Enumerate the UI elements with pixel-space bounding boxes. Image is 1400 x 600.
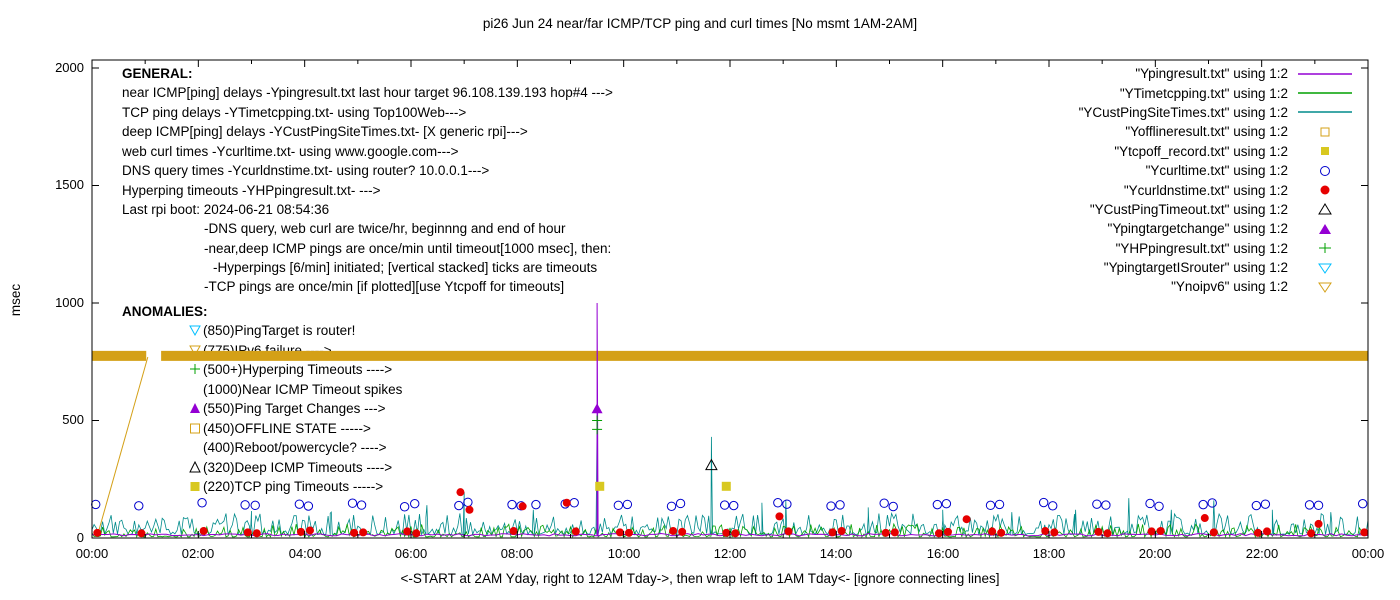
legend-item: "Ycurltime.txt" using 1:2 [916,161,1356,180]
filled-circle-swatch-icon [1320,185,1330,195]
anomaly-text: (220)TCP ping Timeouts -----> [203,479,384,494]
anomaly-row: (450)OFFLINE STATE -----> [188,420,371,437]
anomaly-row: (850)PingTarget is router! [188,322,355,339]
noipv6-triangle-down-icon [189,345,201,357]
anomaly-row: (320)Deep ICMP Timeouts ----> [188,459,392,476]
open-square-swatch-icon [1320,127,1330,137]
legend-label: "Ytcpoff_record.txt" using 1:2 [1114,143,1288,159]
legend-label: "YTimetcpping.txt" using 1:2 [1119,85,1288,101]
pingtarget-change-triangle-icon [190,403,200,413]
legend-label: "Ycurltime.txt" using 1:2 [1145,163,1288,179]
anomaly-text: (1000)Near ICMP Timeout spikes [203,382,403,397]
hyperping-plus-icon [190,364,200,374]
legend-item: "Ytcpoff_record.txt" using 1:2 [916,142,1356,161]
plus-swatch-icon [1319,243,1331,254]
legend-label: "Ypingtargetchange" using 1:2 [1107,221,1288,237]
legend-label: "YHPpingresult.txt" using 1:2 [1115,240,1288,256]
general-line: web curl times -Ycurltime.txt- using www… [122,144,459,159]
legend-label: "Yofflineresult.txt" using 1:2 [1125,124,1288,140]
general-line: Last rpi boot: 2024-06-21 08:54:36 [122,202,330,217]
offline-open-square-icon [190,423,200,434]
anomalies-heading: ANOMALIES: [122,304,208,319]
anomaly-text: (500+)Hyperping Timeouts ----> [203,362,393,377]
legend-item: "Ynoipv6" using 1:2 [916,277,1356,296]
filled-triangle-swatch-icon [1319,223,1331,234]
x-tick-label: 02:00 [181,546,215,561]
legend-label: "Ypingresult.txt" using 1:2 [1135,66,1288,82]
x-tick-label: 08:00 [500,546,534,561]
general-note: -near,deep ICMP pings are once/min until… [204,241,612,256]
anomaly-row: (775)IPv6 failure ----> [188,342,332,359]
legend-item: "YpingtargetISrouter" using 1:2 [916,258,1356,277]
anomaly-text: (320)Deep ICMP Timeouts ----> [203,460,393,475]
open-triangle-swatch-icon [1318,203,1332,215]
x-tick-label: 04:00 [288,546,322,561]
legend-item: "Ypingtargetchange" using 1:2 [916,219,1356,238]
y-tick-label: 2000 [55,60,84,75]
y-tick-label: 500 [62,412,84,427]
legend-label: "YpingtargetISrouter" using 1:2 [1103,260,1288,276]
y-tick-label: 1500 [55,177,84,192]
chart-title: pi26 Jun 24 near/far ICMP/TCP ping and c… [482,16,918,31]
general-note: -Hyperpings [6/min] initiated; [vertical… [213,260,598,275]
anomaly-row: (400)Reboot/powercycle? ----> [188,439,386,456]
x-tick-label: 20:00 [1138,546,1172,561]
no-icon [188,383,203,396]
anomaly-row: (550)Ping Target Changes ---> [188,400,385,417]
tcp-timeout-filled-square-icon [190,482,200,491]
y-axis-label: msec [8,283,23,317]
general-line: DNS query times -Ycurldnstime.txt- using… [122,163,490,178]
anomaly-row: (220)TCP ping Timeouts -----> [188,478,383,495]
legend-item: "Ypingresult.txt" using 1:2 [916,64,1356,83]
general-line: deep ICMP[ping] delays -YCustPingSiteTim… [122,124,528,139]
legend-item: "Yofflineresult.txt" using 1:2 [916,122,1356,141]
general-line: Hyperping timeouts -YHPpingresult.txt- -… [122,183,381,198]
anomaly-text: (400)Reboot/powercycle? ----> [203,440,387,455]
x-tick-label: 18:00 [1032,546,1066,561]
x-tick-label: 00:00 [75,546,109,561]
deep-icmp-timeout-triangle-icon [189,461,201,473]
x-tick-label: 12:00 [713,546,747,561]
legend-item: "YCustPingTimeout.txt" using 1:2 [916,200,1356,219]
general-line: TCP ping delays -YTimetcpping.txt- using… [122,105,467,120]
x-tick-label: 10:00 [607,546,641,561]
open-circle-swatch-icon [1320,165,1330,176]
general-line: near ICMP[ping] delays -Ypingresult.txt … [122,85,613,100]
legend-label: "Ycurldnstime.txt" using 1:2 [1123,182,1288,198]
legend-item: "YTimetcpping.txt" using 1:2 [916,83,1356,102]
legend-item: "Ycurldnstime.txt" using 1:2 [916,180,1356,199]
x-axis-caption: <-START at 2AM Yday, right to 12AM Tday-… [400,571,1000,586]
legend-label: "YCustPingTimeout.txt" using 1:2 [1089,201,1288,217]
general-note: -TCP pings are once/min [if plotted][use… [204,279,565,294]
green-line-swatch-icon [1298,92,1352,94]
anomaly-text: (775)IPv6 failure ----> [203,343,332,358]
router-pingtarget-triangle-down-icon [189,325,201,337]
anomaly-text: (550)Ping Target Changes ---> [203,401,386,416]
legend-item: "YHPpingresult.txt" using 1:2 [916,239,1356,258]
general-heading: GENERAL: [122,66,193,81]
x-tick-label: 16:00 [926,546,960,561]
legend: "Ypingresult.txt" using 1:2 "YTimetcppin… [916,64,1356,297]
x-tick-label: 06:00 [394,546,428,561]
x-tick-label: 00:00 [1351,546,1385,561]
teal-line-swatch-icon [1298,111,1352,114]
legend-label: "Ynoipv6" using 1:2 [1171,279,1288,295]
anomaly-text: (850)PingTarget is router! [203,323,356,338]
cyan-triangle-down-swatch-icon [1318,263,1332,274]
no-icon [188,441,203,454]
filled-square-swatch-icon [1321,147,1329,156]
x-tick-label: 22:00 [1245,546,1279,561]
anomaly-row: (1000)Near ICMP Timeout spikes [188,381,402,398]
y-tick-label: 0 [76,530,84,545]
gold-triangle-down-swatch-icon [1318,282,1332,293]
legend-label: "YCustPingSiteTimes.txt" using 1:2 [1078,104,1288,120]
purple-line-swatch-icon [1298,72,1352,75]
y-tick-label: 1000 [55,295,84,310]
general-note: -DNS query, web curl are twice/hr, begin… [204,221,566,236]
x-tick-label: 14:00 [819,546,853,561]
anomaly-row: (500+)Hyperping Timeouts ----> [188,361,392,378]
anomaly-text: (450)OFFLINE STATE -----> [203,421,371,436]
legend-item: "YCustPingSiteTimes.txt" using 1:2 [916,103,1356,122]
